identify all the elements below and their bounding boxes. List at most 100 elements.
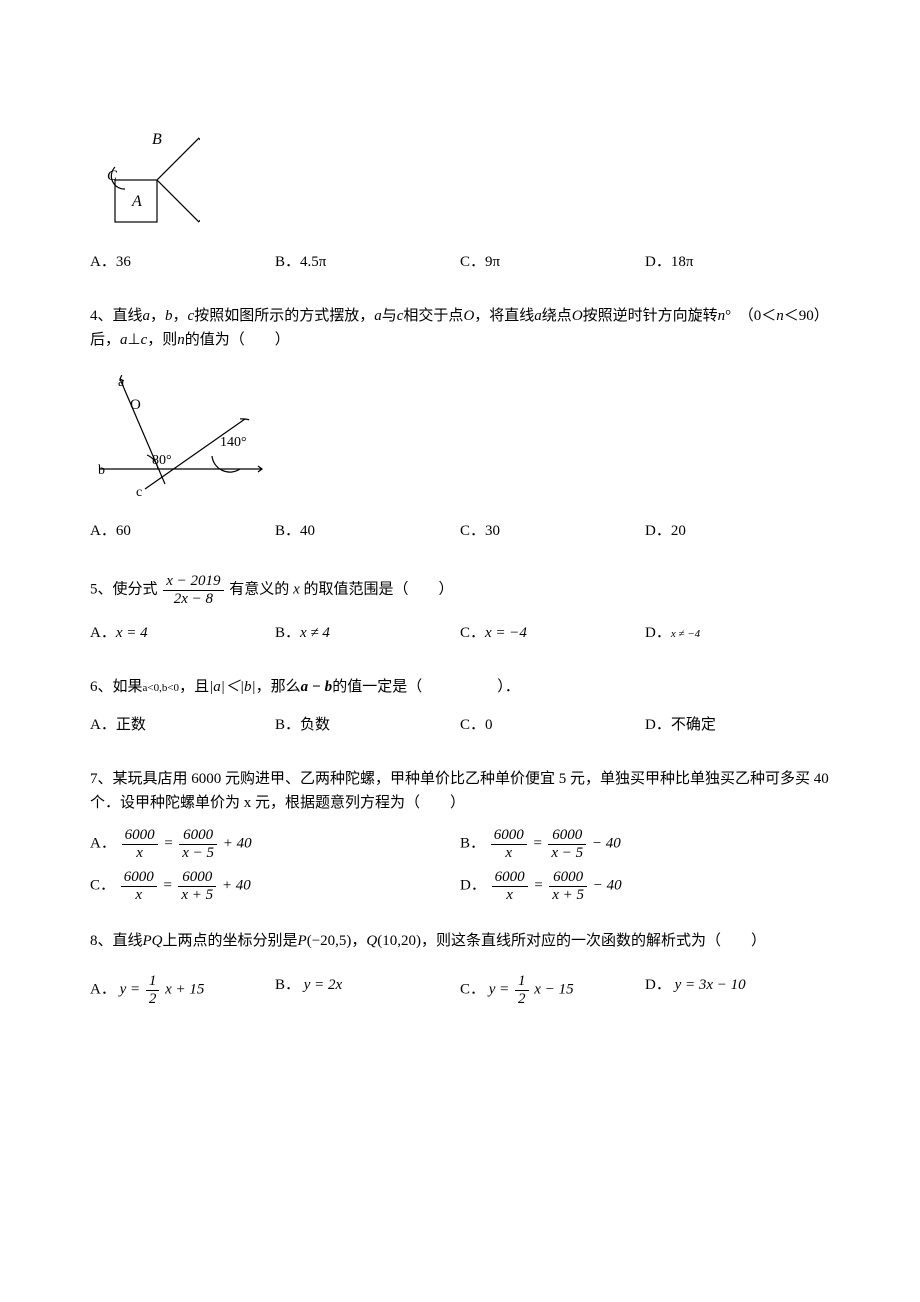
q4-lbl-c: c: [136, 485, 142, 499]
q7-B-rd: x − 5: [548, 845, 586, 862]
q5-B-pre: B．: [275, 625, 300, 641]
q5-A-pre: A．: [90, 625, 116, 641]
q7-B-tail: − 40: [592, 835, 621, 851]
q6-text: 6、如果a<0,b<0，且|a|＜|b|，那么a − b的值一定是（ ）．: [90, 675, 830, 699]
q5-frac: x − 2019 2x − 8: [163, 573, 223, 607]
q5-A-expr: x = 4: [116, 625, 148, 641]
q5-pre: 5、使分式: [90, 581, 158, 597]
label-B: B: [152, 131, 162, 148]
q4-m4: ，将直线: [474, 308, 534, 324]
q8-Qcoord: (10,20): [377, 933, 421, 949]
q6-abs: |a|＜|b|: [209, 679, 256, 695]
q5-text: 5、使分式 x − 2019 2x − 8 有意义的 x 的取值范围是（ ）: [90, 573, 830, 607]
q8-mid1: 上两点的坐标分别是: [163, 933, 298, 949]
q4-c1: ，: [150, 308, 165, 324]
q7-opt-C: C． 6000x = 6000x + 5 + 40: [90, 869, 460, 903]
q7-A-pre: A．: [90, 835, 116, 851]
q4-opt-C: C．30: [460, 519, 645, 543]
q7-C-ld: x: [121, 887, 157, 904]
q7-opt-A: A． 6000x = 6000x − 5 + 40: [90, 827, 460, 861]
q7-A-tail: + 40: [223, 835, 252, 851]
q8-options: A． y = 12 x + 15 B． y = 2x C． y = 12 x −…: [90, 973, 830, 1007]
label-A: A: [131, 193, 142, 210]
q8-C-frac: 12: [515, 973, 529, 1007]
q5-D-expr: x ≠ −4: [671, 628, 700, 640]
q6-mid1: ，且: [179, 679, 209, 695]
q4-end2: 的值为（ ）: [185, 332, 290, 348]
q7-C-pre: C．: [90, 877, 115, 893]
q7-C-rhs: 6000x + 5: [178, 869, 216, 903]
q4-m6: 按照逆时针方向旋转: [583, 308, 718, 324]
q7-A-ld: x: [122, 845, 158, 862]
q7-B-lhs: 6000x: [491, 827, 527, 861]
q4-a2: a: [534, 308, 542, 324]
q8-opt-B: B． y = 2x: [275, 973, 460, 1007]
q7-opt-B: B． 6000x = 6000x − 5 − 40: [460, 827, 830, 861]
q4-text: 4、直线a，b，c按照如图所示的方式摆放，a与c相交于点O，将直线a绕点O按照逆…: [90, 304, 830, 352]
q4-O2: O: [572, 308, 583, 324]
q4-n2: n: [776, 308, 784, 324]
q8-A-y: y =: [120, 981, 144, 997]
q8-text: 8、直线PQ上两点的坐标分别是P(−20,5)，Q(10,20)，则这条直线所对…: [90, 929, 830, 953]
q5-opt-C: C．x = −4: [460, 621, 645, 645]
q4-c2: ，: [173, 308, 188, 324]
q8-A-den: 2: [146, 991, 160, 1008]
q5-den: 2x − 8: [163, 591, 223, 608]
q7-D-eq: =: [533, 877, 547, 893]
q8-B-pre: B．: [275, 977, 300, 993]
q5-num: x − 2019: [163, 573, 223, 591]
q3-options: A．36 B．4.5π C．9π D．18π: [90, 250, 830, 274]
q5-opt-B: B．x ≠ 4: [275, 621, 460, 645]
q4-n3: n: [177, 332, 185, 348]
q8-opt-C: C． y = 12 x − 15: [460, 973, 645, 1007]
q8-P: P: [298, 933, 307, 949]
q7-A-ln: 6000: [122, 827, 158, 845]
q7-A-eq: =: [163, 835, 177, 851]
q8-pre: 8、直线: [90, 933, 143, 949]
q8-comma: ，: [351, 933, 366, 949]
q7-B-pre: B．: [460, 835, 485, 851]
q7-D-rd: x + 5: [549, 887, 587, 904]
q6-mid2: ，那么: [256, 679, 301, 695]
q7-B-ln: 6000: [491, 827, 527, 845]
q7-C-tail: + 40: [222, 877, 251, 893]
q7-A-rn: 6000: [179, 827, 217, 845]
q4-m2: 与: [382, 308, 397, 324]
q6-opt-C: C．0: [460, 713, 645, 737]
q8-A-num: 1: [146, 973, 160, 991]
q5-B-expr: x ≠ 4: [300, 625, 330, 641]
q7-D-ln: 6000: [492, 869, 528, 887]
q8-C-num: 1: [515, 973, 529, 991]
q4-a: a: [143, 308, 151, 324]
q6-options: A．正数 B．负数 C．0 D．不确定: [90, 713, 830, 737]
q8-post: ，则这条直线所对应的一次函数的解析式为（ ）: [421, 933, 766, 949]
q8-D-expr: y = 3x − 10: [675, 977, 746, 993]
q4-a1b: a: [374, 308, 382, 324]
q3-opt-D: D．18π: [645, 250, 830, 274]
q7-B-rhs: 6000x − 5: [548, 827, 586, 861]
q7-D-lhs: 6000x: [492, 869, 528, 903]
q5-post: 有意义的: [229, 581, 293, 597]
q5-options: A．x = 4 B．x ≠ 4 C．x = −4 D．x ≠ −4: [90, 621, 830, 645]
q7-C-lhs: 6000x: [121, 869, 157, 903]
q4-deg: °: [725, 308, 731, 324]
q8-B-expr: y = 2x: [304, 977, 342, 993]
q7-A-rd: x − 5: [179, 845, 217, 862]
q7-B-rn: 6000: [548, 827, 586, 845]
q7-C-ln: 6000: [121, 869, 157, 887]
q6-opt-D: D．不确定: [645, 713, 830, 737]
q4-lbl-140: 140°: [220, 435, 247, 450]
q4-m3: 相交于点: [403, 308, 463, 324]
q4-a3: a: [120, 332, 128, 348]
q6-opt-B: B．负数: [275, 713, 460, 737]
q7-D-pre: D．: [460, 877, 486, 893]
q4-lbl-b: b: [98, 463, 105, 478]
q5-opt-D: D．x ≠ −4: [645, 621, 830, 645]
q3-opt-A: A．36: [90, 250, 275, 274]
q6-opt-A: A．正数: [90, 713, 275, 737]
q4-lbl-a: a: [118, 375, 125, 390]
q7-C-rd: x + 5: [178, 887, 216, 904]
q4-b: b: [165, 308, 173, 324]
q8-C-tail: x − 15: [534, 981, 573, 997]
q8-A-pre: A．: [90, 981, 116, 997]
